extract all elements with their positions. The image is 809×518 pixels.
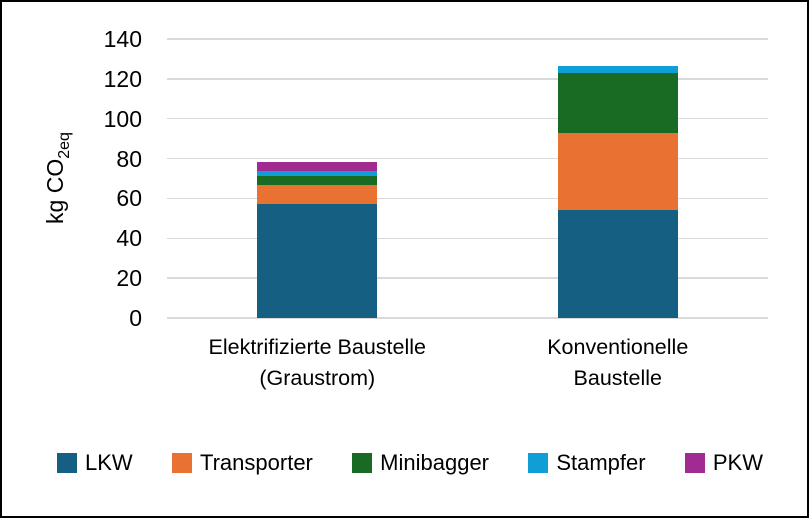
- bar-segment-transporter-1: [257, 184, 378, 205]
- gridline-120: [167, 78, 768, 80]
- y-tick-label-140: 140: [103, 26, 142, 52]
- legend-label: Transporter: [199, 450, 313, 475]
- legend-label: Minibagger: [380, 450, 490, 475]
- legend-swatch-icon: [171, 453, 192, 473]
- gridline-20: [167, 277, 768, 279]
- bar-segment-transporter-2: [557, 132, 678, 211]
- x-category-label-1: Elektrifizierte Baustelle (Graustrom): [157, 332, 477, 394]
- bar-segment-lkw-2: [557, 210, 678, 318]
- bar-segment-stampfer-2: [557, 65, 678, 73]
- y-tick-label-40: 40: [116, 225, 142, 252]
- x-category-label-line: Elektrifizierte Baustelle: [208, 335, 426, 359]
- legend-swatch-icon: [528, 453, 549, 473]
- legend-swatch-icon: [352, 453, 373, 473]
- stacked-bar-1: [257, 161, 378, 318]
- gridline-100: [167, 117, 768, 120]
- legend-swatch-icon: [684, 453, 705, 473]
- x-category-label-line: Baustelle: [573, 366, 662, 390]
- gridline-80: [167, 157, 768, 160]
- legend-item-lkw: LKW: [57, 450, 133, 476]
- legend-item-minibagger: Minibagger: [352, 450, 489, 476]
- y-tick-label-0: 0: [129, 305, 142, 331]
- y-tick-label-60: 60: [116, 185, 142, 212]
- bar-segment-pkw-1: [257, 161, 378, 171]
- legend: LKW Transporter Minibagger Stampfer PKW: [57, 450, 763, 476]
- gridline-140: [167, 38, 768, 40]
- y-tick-label-120: 120: [103, 65, 142, 92]
- y-tick-label-20: 20: [116, 265, 142, 292]
- gridline-0: [167, 317, 768, 319]
- stacked-bar-2: [557, 65, 678, 318]
- legend-label: Stampfer: [556, 450, 646, 475]
- legend-swatch-icon: [57, 453, 77, 473]
- bar-segment-stampfer-1: [257, 170, 378, 176]
- bar-segment-lkw-1: [257, 204, 378, 318]
- plot-area: [167, 38, 768, 319]
- legend-label: LKW: [85, 450, 133, 475]
- legend-label: PKW: [712, 450, 763, 475]
- legend-item-stampfer: Stampfer: [528, 450, 646, 476]
- legend-item-transporter: Transporter: [171, 450, 313, 476]
- x-category-label-line: Konventionelle: [547, 335, 689, 359]
- bar-segment-minibagger-2: [557, 72, 678, 133]
- y-tick-label-80: 80: [116, 145, 142, 172]
- x-category-label-2: Konventionelle Baustelle: [458, 332, 778, 394]
- gridline-40: [167, 237, 768, 240]
- y-tick-label-100: 100: [103, 105, 142, 132]
- gridline-60: [167, 197, 768, 200]
- x-category-label-line: (Graustrom): [259, 366, 376, 390]
- legend-item-pkw: PKW: [684, 450, 763, 476]
- bar-segment-minibagger-1: [257, 175, 378, 185]
